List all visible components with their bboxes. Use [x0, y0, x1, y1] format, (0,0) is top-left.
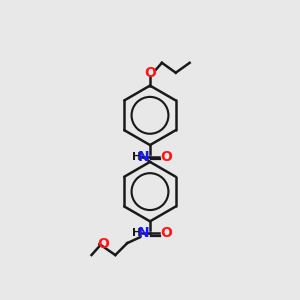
Text: O: O [98, 237, 110, 251]
Text: O: O [144, 66, 156, 80]
Text: N: N [137, 150, 149, 164]
Text: H: H [131, 152, 141, 162]
Text: O: O [160, 150, 172, 164]
Text: N: N [137, 226, 149, 240]
Text: O: O [160, 226, 172, 240]
Text: H: H [131, 228, 141, 238]
